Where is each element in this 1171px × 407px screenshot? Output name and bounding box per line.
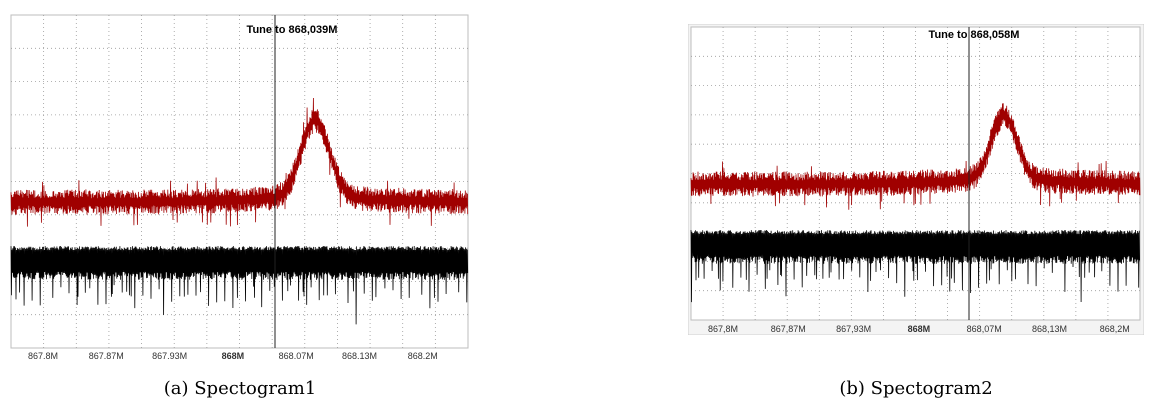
x-tick-label: 868,2M bbox=[1100, 324, 1130, 334]
caption-spectrogram-2: (b) Spectogram2 bbox=[839, 378, 993, 399]
x-tick-label: 868.2M bbox=[408, 351, 438, 361]
x-tick-label: 868.07M bbox=[279, 351, 314, 361]
caption-spectrogram-1: (a) Spectogram1 bbox=[163, 378, 317, 399]
x-tick-label: 868,07M bbox=[967, 324, 1002, 334]
x-tick-label: 867,87M bbox=[771, 324, 806, 334]
x-tick-label: 867,93M bbox=[836, 324, 871, 334]
tune-annotation: Tune to 868,039M bbox=[247, 24, 338, 36]
x-tick-label: 867.8M bbox=[28, 351, 58, 361]
x-axis-ticks: 867,8M 867,87M 867,93M 868M 868,07M 868,13M 86… bbox=[708, 324, 1130, 334]
series-spectrum-line bbox=[10, 97, 469, 227]
x-axis-ticks: 867.8M 867.87M 867.93M 868M 868.07M 868.13M 86… bbox=[28, 351, 438, 361]
series-comb-line bbox=[10, 245, 469, 325]
spectrogram-1-chart: Tune to 868,039M 867.8M 867.87M 867.93M 868M… bbox=[10, 14, 470, 362]
x-tick-label: 868M bbox=[222, 351, 245, 361]
tune-annotation: Tune to 868,058M bbox=[929, 29, 1020, 41]
spectrogram-2-chart: Tune to 868,058M 867,8M 867,87M 867,93M 868M… bbox=[688, 24, 1144, 335]
x-tick-label: 868,13M bbox=[1032, 324, 1067, 334]
x-tick-label: 867.93M bbox=[152, 351, 187, 361]
series-spectrum-line bbox=[690, 103, 1141, 210]
series-comb-line bbox=[690, 229, 1140, 303]
x-tick-label: 867,8M bbox=[708, 324, 738, 334]
x-tick-label: 868M bbox=[908, 324, 931, 334]
x-tick-label: 867.87M bbox=[89, 351, 124, 361]
spectrogram-1-svg: Tune to 868,039M 867.8M 867.87M 867.93M 868M… bbox=[10, 14, 469, 361]
x-tick-label: 868.13M bbox=[342, 351, 377, 361]
spectrogram-2-svg: Tune to 868,058M 867,8M 867,87M 867,93M 868M… bbox=[688, 24, 1144, 335]
